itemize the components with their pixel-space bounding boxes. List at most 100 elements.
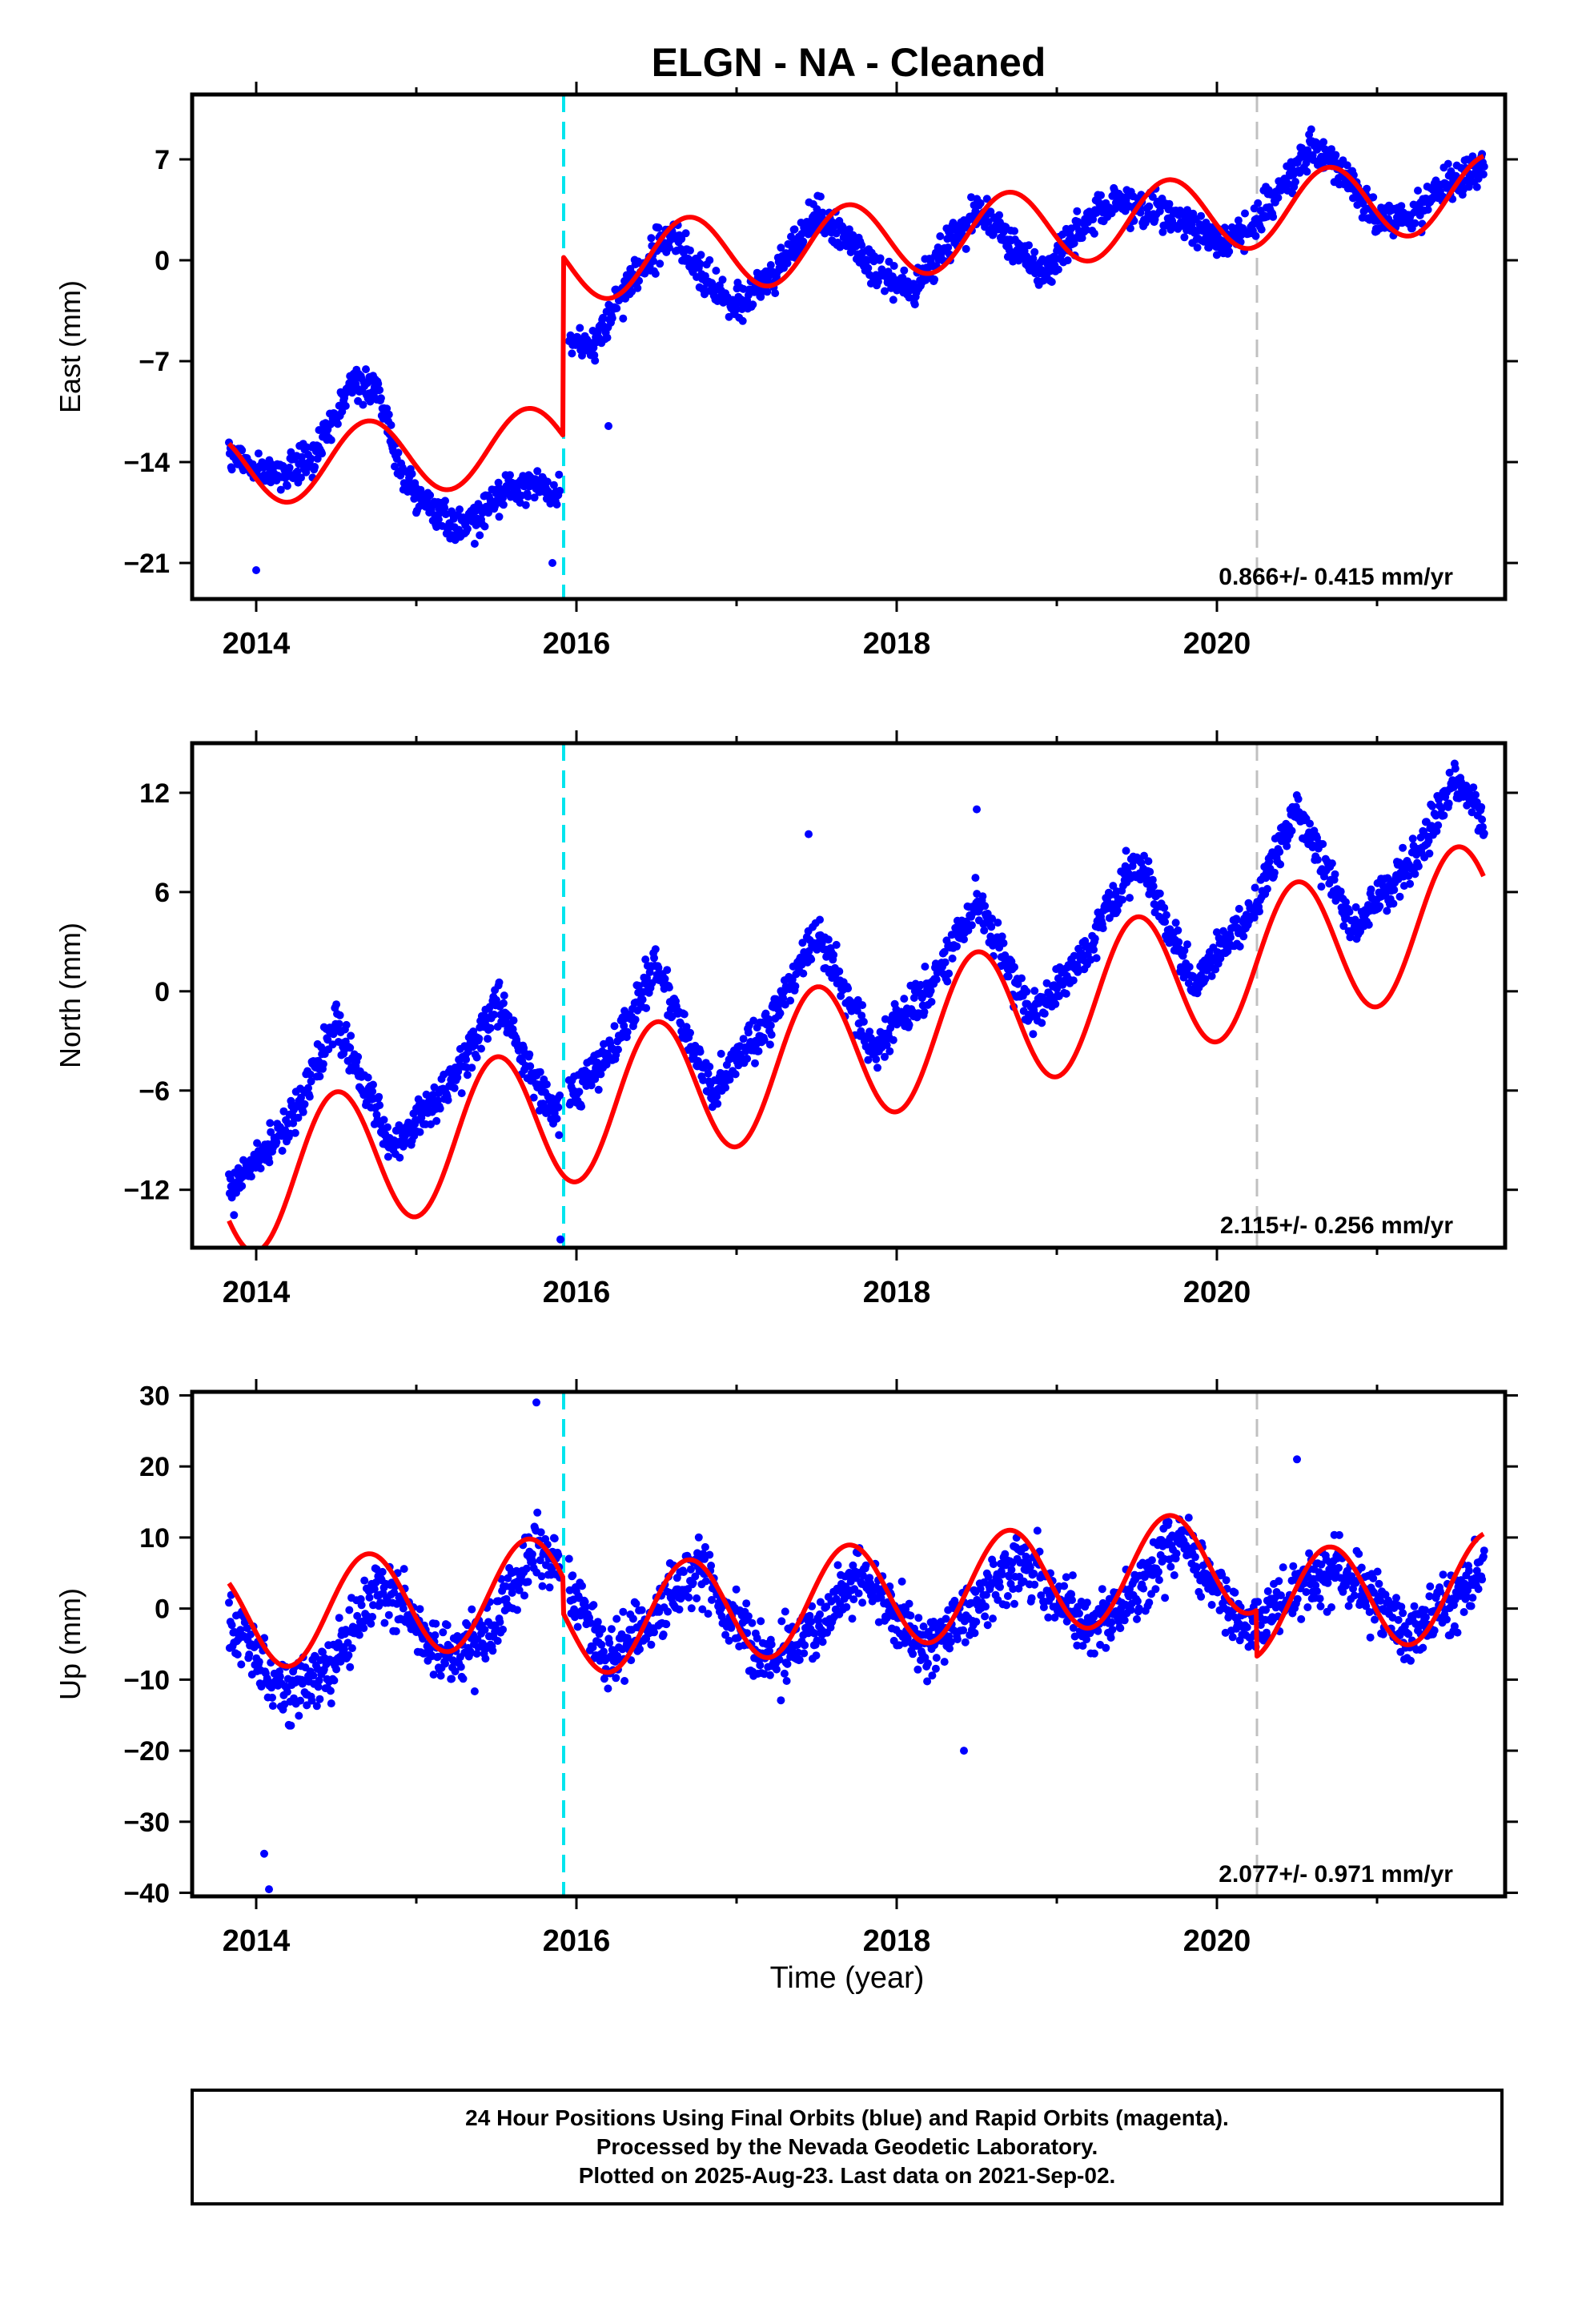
data-point — [732, 305, 741, 314]
data-point — [1343, 161, 1351, 170]
data-point — [1235, 942, 1244, 951]
data-point — [529, 1093, 538, 1102]
data-point — [456, 1663, 465, 1671]
data-point — [1478, 815, 1487, 824]
data-point — [375, 1101, 384, 1110]
data-point — [705, 1550, 714, 1559]
data-point — [441, 497, 449, 505]
data-point — [766, 1021, 775, 1030]
data-point — [293, 467, 302, 476]
data-point — [881, 287, 889, 296]
data-point — [949, 219, 958, 227]
data-point — [1090, 1649, 1098, 1658]
data-point — [299, 1108, 307, 1116]
data-point — [1479, 822, 1487, 831]
data-point — [608, 314, 616, 323]
y-tick-label: 6 — [155, 878, 170, 908]
data-point — [900, 995, 909, 1003]
data-points — [225, 759, 1488, 1244]
data-point — [1030, 987, 1039, 995]
data-point — [783, 259, 792, 267]
data-point — [247, 1172, 255, 1181]
data-point — [380, 1618, 389, 1627]
y-tick-label: 12 — [139, 778, 170, 809]
data-point — [556, 1235, 564, 1244]
data-point — [805, 830, 813, 838]
data-point — [1369, 193, 1378, 202]
data-point — [628, 1614, 637, 1623]
data-point — [1116, 1624, 1125, 1633]
data-point — [857, 1011, 866, 1020]
data-point — [356, 1594, 365, 1603]
data-point — [872, 1055, 881, 1063]
data-point — [1479, 170, 1488, 179]
data-point — [575, 1088, 584, 1096]
data-point — [1051, 999, 1060, 1008]
data-point — [265, 1158, 274, 1167]
data-point — [436, 1104, 444, 1113]
data-point — [1174, 926, 1182, 935]
data-point — [303, 1701, 311, 1710]
data-point — [638, 995, 647, 1004]
data-point — [777, 243, 785, 252]
data-point — [844, 984, 853, 993]
data-point — [275, 1672, 284, 1681]
data-point — [765, 1040, 774, 1049]
data-point — [926, 987, 935, 995]
data-point — [329, 1030, 338, 1039]
data-point — [1462, 782, 1471, 790]
data-point — [384, 1610, 393, 1619]
data-point — [1106, 1634, 1115, 1642]
data-point — [623, 1027, 632, 1036]
data-point — [1287, 826, 1296, 835]
data-point — [247, 1630, 255, 1638]
data-point — [881, 1052, 889, 1061]
data-point — [1428, 802, 1436, 810]
data-point — [283, 481, 291, 490]
y-tick-label: −14 — [123, 448, 170, 478]
data-point — [854, 1589, 863, 1598]
data-point — [842, 1602, 851, 1611]
data-point — [605, 1638, 614, 1647]
data-point — [552, 501, 561, 509]
data-point — [294, 1113, 303, 1122]
data-point — [362, 365, 370, 374]
data-point — [1327, 145, 1335, 154]
data-point — [347, 1644, 356, 1653]
data-point — [1193, 243, 1202, 252]
data-point — [889, 262, 898, 270]
data-point — [554, 1103, 563, 1112]
data-point — [304, 1084, 312, 1092]
data-point — [751, 1059, 759, 1068]
data-point — [499, 501, 508, 509]
data-point — [1291, 178, 1299, 186]
data-point — [1283, 842, 1291, 850]
data-point — [1053, 984, 1062, 993]
data-point — [1228, 1633, 1237, 1642]
data-point — [1331, 151, 1340, 159]
data-point — [705, 255, 714, 264]
data-point — [941, 958, 950, 967]
data-point — [1075, 1609, 1083, 1618]
data-point — [573, 1622, 582, 1631]
data-point — [1133, 1614, 1141, 1623]
data-point — [1010, 227, 1018, 235]
data-point — [1434, 821, 1443, 830]
data-point — [577, 1102, 586, 1111]
data-point — [576, 324, 584, 332]
data-point — [1144, 857, 1153, 866]
data-point — [1411, 219, 1419, 227]
data-point — [509, 1016, 518, 1025]
x-tick-label: 2018 — [863, 627, 931, 661]
data-point — [346, 1663, 355, 1671]
data-point — [1038, 1019, 1046, 1027]
data-point — [1480, 163, 1488, 171]
data-point — [757, 1617, 765, 1626]
data-point — [233, 1651, 242, 1659]
data-point — [989, 1614, 997, 1623]
data-point — [1172, 1549, 1181, 1558]
data-point — [1269, 212, 1278, 221]
data-point — [786, 996, 795, 1005]
data-point — [662, 1620, 671, 1629]
